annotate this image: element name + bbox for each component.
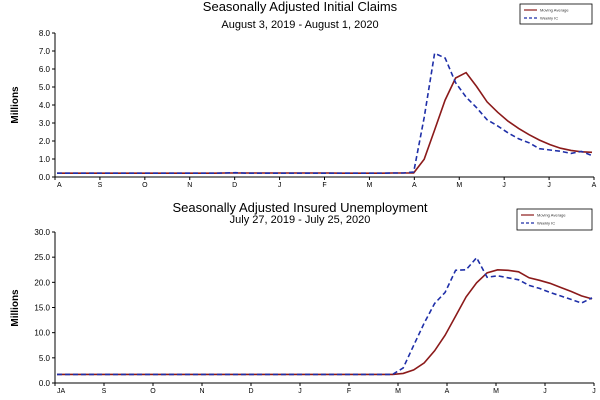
- legend: Moving Average Weekly IC: [519, 3, 593, 25]
- x-tick-label: S: [98, 182, 103, 189]
- x-tick-label: O: [142, 182, 148, 189]
- series-line-weekly: [57, 52, 593, 174]
- x-tick-label: J: [547, 182, 551, 189]
- x-tick-label: M: [366, 182, 372, 189]
- x-tick-label: D: [232, 182, 237, 189]
- x-tick-label: O: [150, 388, 156, 395]
- y-axis-label: Millions: [10, 289, 21, 327]
- y-tick-label: 30.0: [34, 228, 50, 237]
- y-tick-label: 25.0: [34, 253, 50, 262]
- x-tick-label: J: [543, 388, 547, 395]
- x-tick-label: A: [445, 388, 450, 395]
- y-tick-label: 20.0: [34, 278, 50, 287]
- y-tick-label: 1.0: [39, 155, 51, 164]
- x-tick-label: M: [456, 182, 462, 189]
- y-tick-label: 0.0: [39, 379, 51, 388]
- chart-1: Seasonally Adjusted Initial Claims August…: [10, 0, 597, 189]
- y-tick-label: 5.0: [39, 354, 51, 363]
- legend-entry: Moving Average: [540, 8, 569, 13]
- x-tick-label: F: [347, 388, 351, 395]
- chart-subtitle: July 27, 2019 - July 25, 2020: [230, 214, 371, 226]
- legend-box: [516, 208, 593, 231]
- x-tick-label: N: [187, 182, 192, 189]
- chart-title: Seasonally Adjusted Insured Unemployment: [172, 200, 427, 215]
- y-tick-label: 3.0: [39, 119, 51, 128]
- y-tick-label: 6.0: [39, 65, 51, 74]
- x-tick-label: J: [278, 182, 282, 189]
- legend-box: [519, 3, 593, 25]
- x-tick-label: A: [57, 182, 62, 189]
- y-tick-label: 10.0: [34, 329, 50, 338]
- chart-subtitle: August 3, 2019 - August 1, 2020: [221, 19, 378, 31]
- series-line-moving-average: [57, 71, 593, 174]
- y-axis-label: Millions: [10, 86, 21, 124]
- x-tick-label: A: [592, 182, 597, 189]
- y-tick-label: 2.0: [39, 137, 51, 146]
- x-tick-label: JA: [57, 388, 66, 395]
- legend: Moving Average Weekly IC: [516, 208, 593, 231]
- x-tick-label: S: [102, 388, 107, 395]
- series-line-moving-average: [57, 268, 593, 376]
- x-tick-label: F: [322, 182, 326, 189]
- y-tick-label: 4.0: [39, 101, 51, 110]
- y-tick-label: 5.0: [39, 83, 51, 92]
- series-line-weekly: [57, 256, 593, 376]
- chart-title: Seasonally Adjusted Initial Claims: [203, 0, 398, 14]
- x-tick-label: J: [502, 182, 506, 189]
- chart-2: Seasonally Adjusted Insured Unemployment…: [10, 200, 596, 395]
- y-tick-label: 7.0: [39, 47, 51, 56]
- y-tick-label: 15.0: [34, 304, 50, 313]
- y-tick-label: 8.0: [39, 29, 51, 38]
- x-tick-label: M: [493, 388, 499, 395]
- x-tick-label: J: [298, 388, 302, 395]
- legend-entry: Weekly IC: [537, 221, 555, 226]
- x-tick-label: N: [199, 388, 204, 395]
- x-tick-label: D: [248, 388, 253, 395]
- y-tick-label: 0.0: [39, 173, 51, 182]
- legend-entry: Moving Average: [537, 213, 566, 218]
- legend-entry: Weekly IC: [540, 16, 558, 21]
- x-tick-label: J: [592, 388, 596, 395]
- x-tick-label: A: [412, 182, 417, 189]
- x-tick-label: M: [395, 388, 401, 395]
